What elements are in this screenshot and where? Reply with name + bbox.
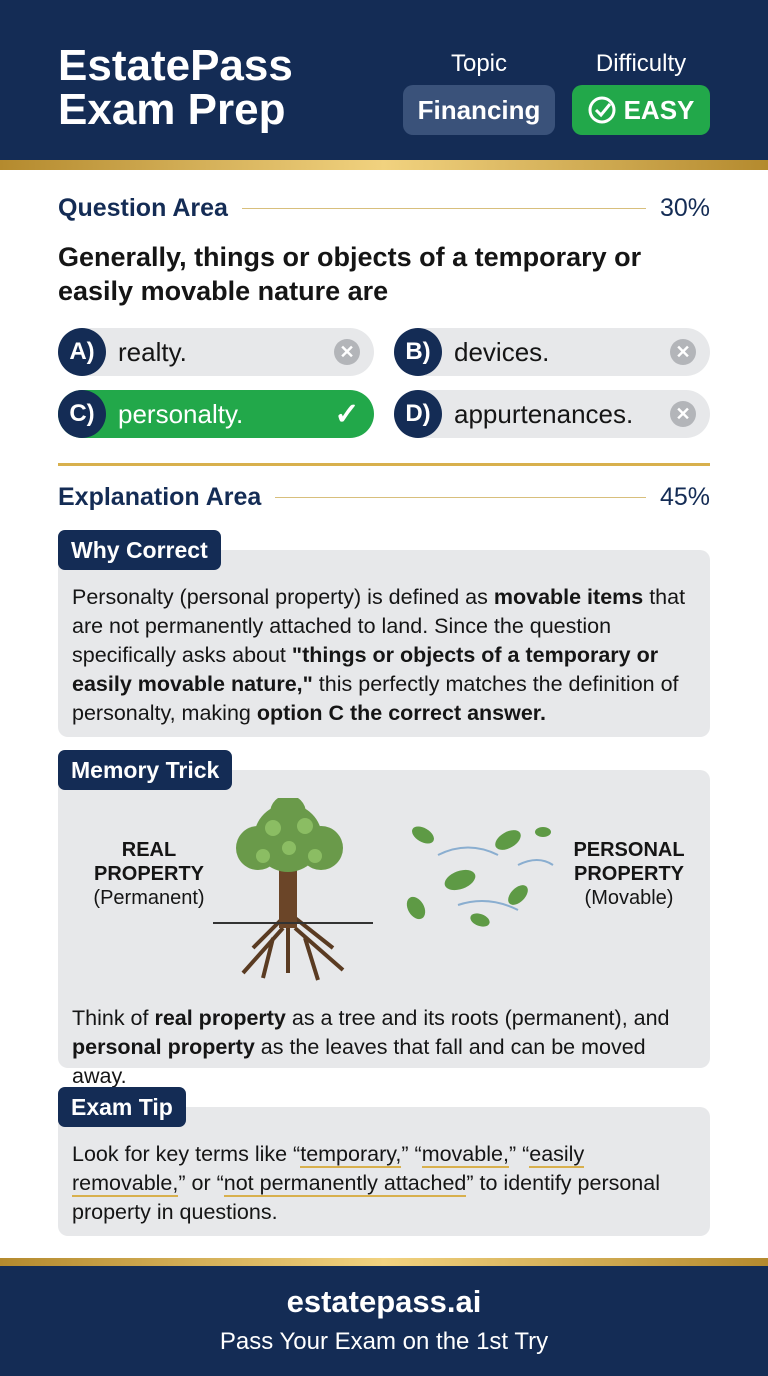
footer-site[interactable]: estatepass.ai [286,1284,482,1319]
x-circle-icon: ✕ [334,339,360,365]
option-d[interactable]: D) appurtenances. ✕ [394,390,710,438]
footer: estatepass.ai Pass Your Exam on the 1st … [0,1266,768,1376]
header: EstatePass Exam Prep Topic Financing Diff… [0,0,768,160]
option-a[interactable]: A) realty. ✕ [58,328,374,376]
memory-trick-box: REAL PROPERTY (Permanent) PERSONAL PROPER… [58,770,710,1088]
check-circle-icon [588,96,616,124]
tree-icon [213,798,373,981]
x-circle-icon: ✕ [670,401,696,427]
question-progress: 30% [659,194,710,222]
gold-divider [0,1258,768,1266]
personal-property-caption: PERSONAL PROPERTY (Movable) [573,839,685,909]
app-title: EstatePass Exam Prep [58,41,293,134]
x-circle-icon: ✕ [670,339,696,365]
question-area-header: Question Area 30% [58,194,710,222]
memory-trick-tag: Memory Trick [58,750,233,790]
memory-trick-text: Think of real property as a tree and its… [72,1006,670,1088]
footer-tagline: Pass Your Exam on the 1st Try [219,1328,549,1355]
checkmark-icon: ✓ [334,397,360,431]
topic-label: Topic [450,50,508,77]
exam-tip-box: Look for key terms like “temporary,” “mo… [58,1107,710,1236]
difficulty-badge: EASY [572,85,710,135]
gold-divider [0,160,768,170]
section-divider [58,463,710,466]
why-correct-tag: Why Correct [58,530,221,570]
explanation-progress: 45% [659,483,710,511]
real-property-caption: REAL PROPERTY (Permanent) [93,839,205,909]
difficulty-label: Difficulty [595,50,687,77]
explanation-area-header: Explanation Area 45% [58,483,710,511]
option-b[interactable]: B) devices. ✕ [394,328,710,376]
blowing-leaves-icon [406,826,554,927]
why-correct-box: Personalty (personal property) is define… [58,550,710,737]
exam-tip-tag: Exam Tip [58,1087,186,1127]
option-c[interactable]: C) personalty. ✓ [58,390,374,438]
question-text: Generally, things or objects of a tempor… [58,242,642,306]
topic-badge: Financing [403,85,555,135]
